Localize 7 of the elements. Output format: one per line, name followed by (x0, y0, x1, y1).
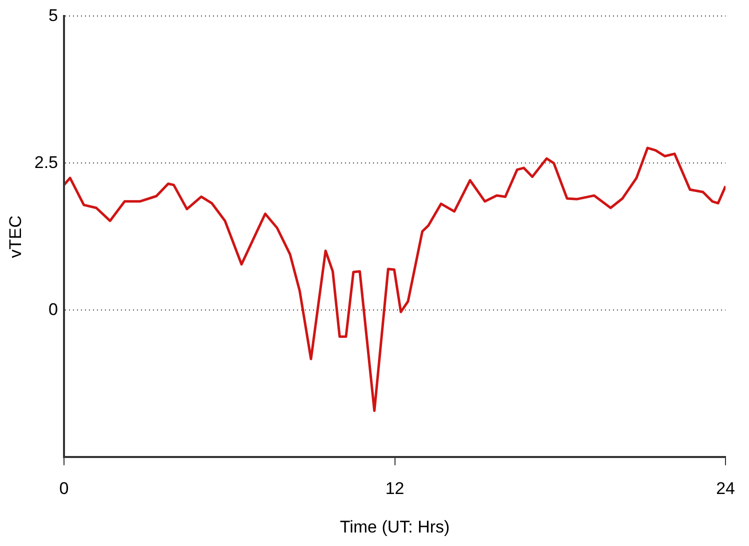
y-axis-title: vTEC (6, 215, 25, 258)
y-tick-label: 2.5 (34, 152, 58, 172)
x-tick-label: 12 (385, 479, 404, 498)
x-tick-label: 24 (716, 479, 736, 498)
y-tick-label: 0 (48, 300, 58, 319)
y-tick-label: 5 (48, 6, 58, 25)
x-axis-title: Time (UT: Hrs) (340, 517, 450, 536)
